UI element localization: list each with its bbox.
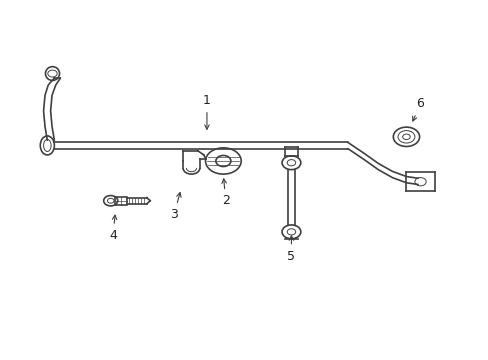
Text: 2: 2 bbox=[222, 179, 229, 207]
Text: 4: 4 bbox=[109, 215, 117, 242]
Text: 3: 3 bbox=[170, 193, 181, 221]
Text: 1: 1 bbox=[203, 94, 210, 129]
Text: 6: 6 bbox=[412, 98, 424, 121]
Text: 5: 5 bbox=[287, 236, 295, 262]
Bar bbox=[115, 197, 127, 204]
